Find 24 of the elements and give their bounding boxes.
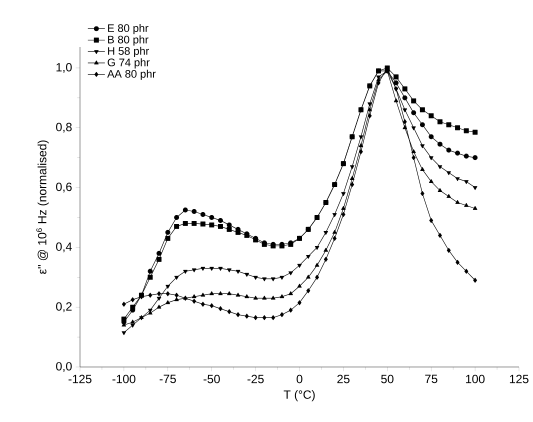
x-tick-label: -125: [68, 374, 92, 384]
y-axis-title: ε'' @ 10$^{6}$ Hz (normalised): [36, 140, 49, 274]
x-tick-label: 25: [337, 374, 350, 384]
x-tick-label: 125: [510, 374, 528, 384]
x-tick-label: 50: [381, 374, 394, 384]
y-tick-label: 1,0: [56, 62, 72, 73]
x-tick-label: -75: [160, 374, 176, 384]
y-tick-label: 0,2: [56, 302, 72, 312]
y-tick-label: 0,4: [56, 242, 72, 252]
x-tick-label: 0: [296, 374, 302, 384]
legend-label: AA 80 phr: [107, 70, 156, 80]
y-tick-label: 0,6: [56, 182, 72, 192]
y-tick-label: 0,8: [56, 122, 72, 133]
legend-label: E 80 phr: [108, 24, 148, 34]
x-tick-label: 75: [425, 374, 438, 384]
legend-label: H 58 phr: [108, 46, 150, 58]
x-tick-label: 100: [466, 374, 485, 384]
x-tick-label: -50: [204, 374, 220, 384]
x-tick-label: -25: [247, 374, 264, 384]
x-axis-title: T (°C): [284, 390, 315, 402]
y-tick-label: 0,0: [56, 362, 72, 372]
legend-label: B 80 phr: [108, 35, 148, 46]
x-tick-label: -100: [112, 374, 136, 384]
legend-label: G 74 phr: [108, 58, 150, 68]
